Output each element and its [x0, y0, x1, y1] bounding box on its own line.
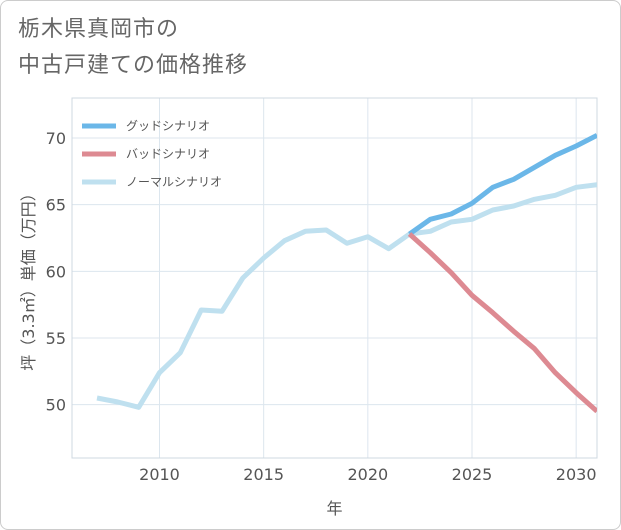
series-lines: [96, 133, 597, 414]
legend-label: バッドシナリオ: [126, 147, 210, 161]
y-tick-label: 55: [46, 329, 66, 348]
y-tick-label: 50: [46, 396, 66, 415]
x-axis-ticks: 2010 2015 2020 2025 2030: [139, 465, 596, 484]
legend-label: ノーマルシナリオ: [126, 175, 222, 189]
series-line-good: [408, 133, 597, 237]
series-line-bad: [407, 232, 597, 414]
y-axis-ticks: 50 55 60 65 70: [46, 129, 66, 415]
x-tick-label: 2020: [347, 465, 388, 484]
chart-title-line-1: 栃木県真岡市の: [18, 17, 180, 42]
grid: [72, 98, 597, 458]
y-axis-label: 坪（3.3㎡）単価（万円）: [19, 185, 38, 370]
x-tick-label: 2015: [243, 465, 284, 484]
y-tick-label: 70: [46, 129, 66, 148]
x-axis-label: 年: [326, 499, 342, 518]
plot-area: [71, 97, 598, 459]
series-line-normal: [96, 182, 597, 410]
x-tick-label: 2025: [452, 465, 493, 484]
chart-title: 栃木県真岡市の 中古戸建ての価格推移: [18, 12, 248, 84]
plot-border: [71, 97, 598, 459]
x-tick-label: 2010: [139, 465, 180, 484]
chart-title-line-2: 中古戸建ての価格推移: [18, 53, 249, 78]
x-tick-label: 2030: [556, 465, 597, 484]
y-tick-label: 65: [46, 196, 66, 215]
y-tick-label: 60: [46, 262, 66, 281]
legend-label: グッドシナリオ: [126, 119, 210, 133]
